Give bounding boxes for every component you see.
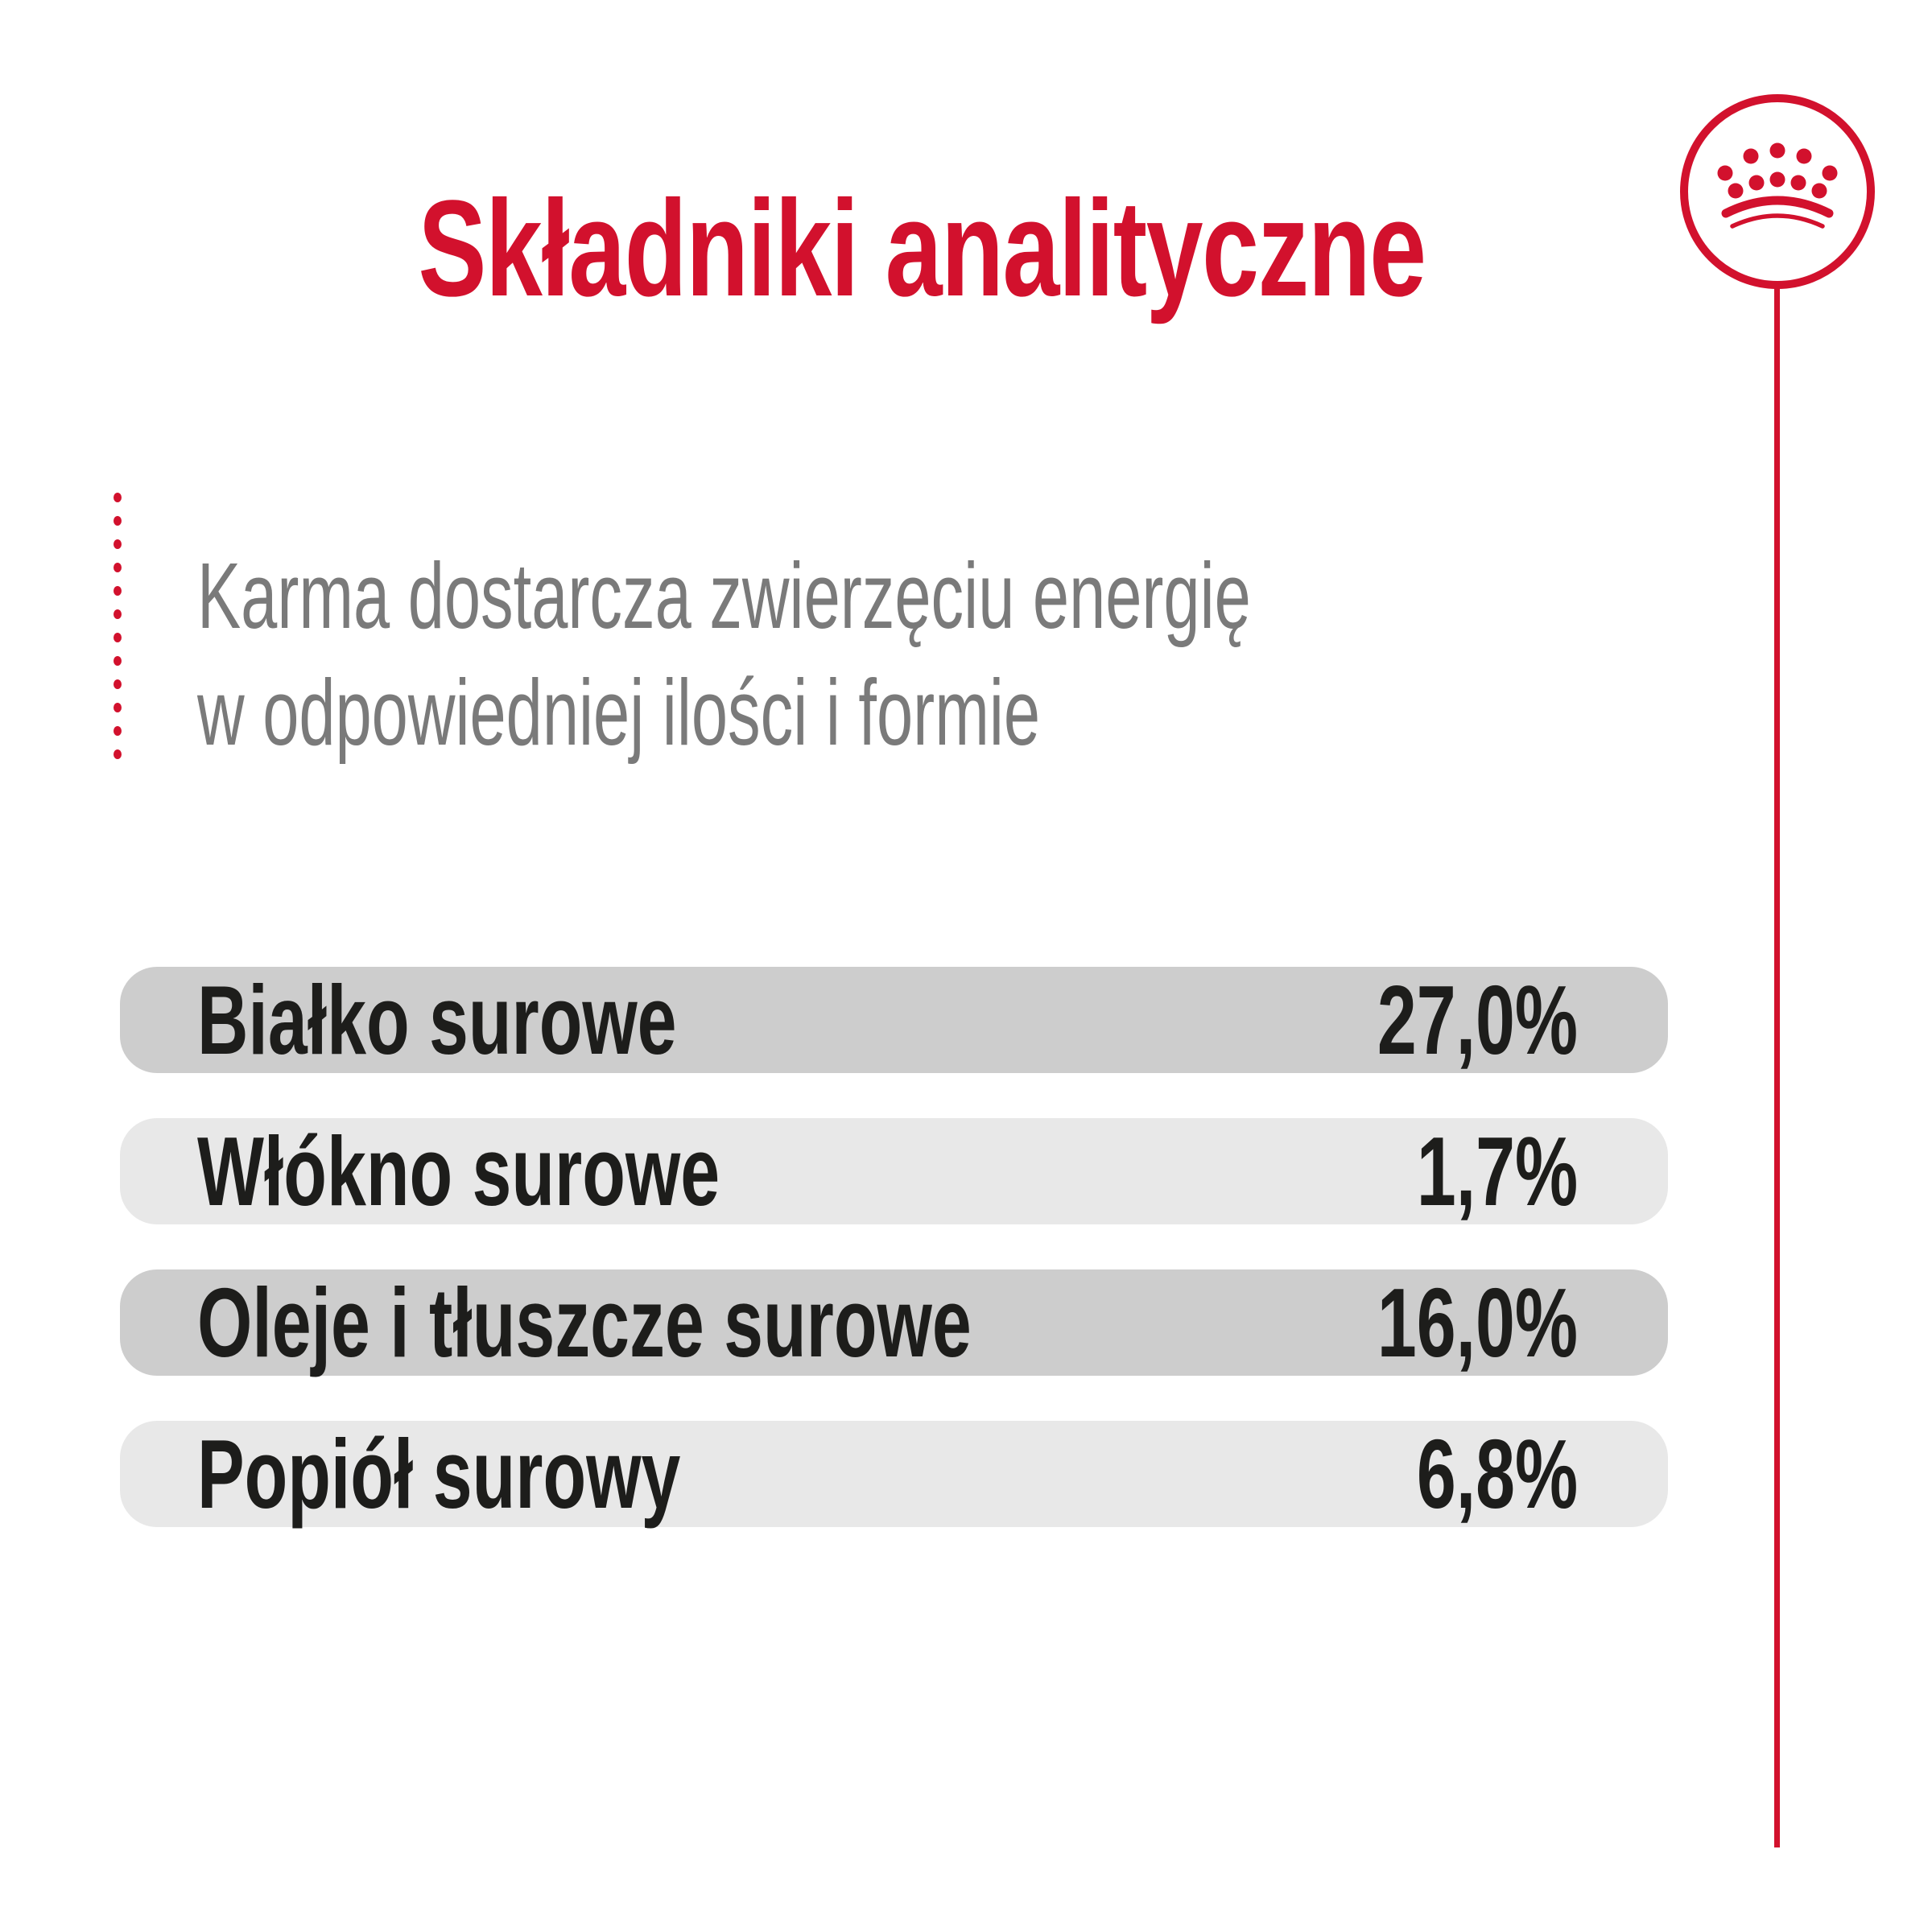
row-value: 6,8%	[1416, 1419, 1578, 1529]
royal-canin-crown-icon	[1676, 90, 1879, 293]
row-value: 1,7%	[1416, 1117, 1578, 1226]
subtitle-line-2: w odpowiedniej ilości i formie	[197, 660, 1041, 765]
table-row: Białko surowe 27,0%	[120, 967, 1668, 1073]
subtitle-line-1: Karma dostarcza zwierzęciu energię	[197, 543, 1251, 648]
analytical-constituents-table: Białko surowe 27,0% Włókno surowe 1,7% O…	[120, 967, 1668, 1572]
row-value: 27,0%	[1377, 965, 1578, 1075]
vertical-accent-line	[1774, 283, 1780, 1847]
page-title: Składniki analityczne	[418, 172, 1426, 325]
row-label: Oleje i tłuszcze surowe	[197, 1268, 972, 1377]
subtitle: Karma dostarcza zwierzęciu energię w odp…	[197, 538, 1251, 771]
row-label: Popiół surowy	[197, 1419, 681, 1529]
row-value: 16,0%	[1377, 1268, 1578, 1377]
table-row: Oleje i tłuszcze surowe 16,0%	[120, 1269, 1668, 1376]
table-row: Popiół surowy 6,8%	[120, 1421, 1668, 1527]
row-label: Włókno surowe	[197, 1117, 720, 1226]
row-label: Białko surowe	[197, 965, 677, 1075]
table-row: Włókno surowe 1,7%	[120, 1118, 1668, 1224]
dotted-accent-line	[113, 493, 122, 759]
